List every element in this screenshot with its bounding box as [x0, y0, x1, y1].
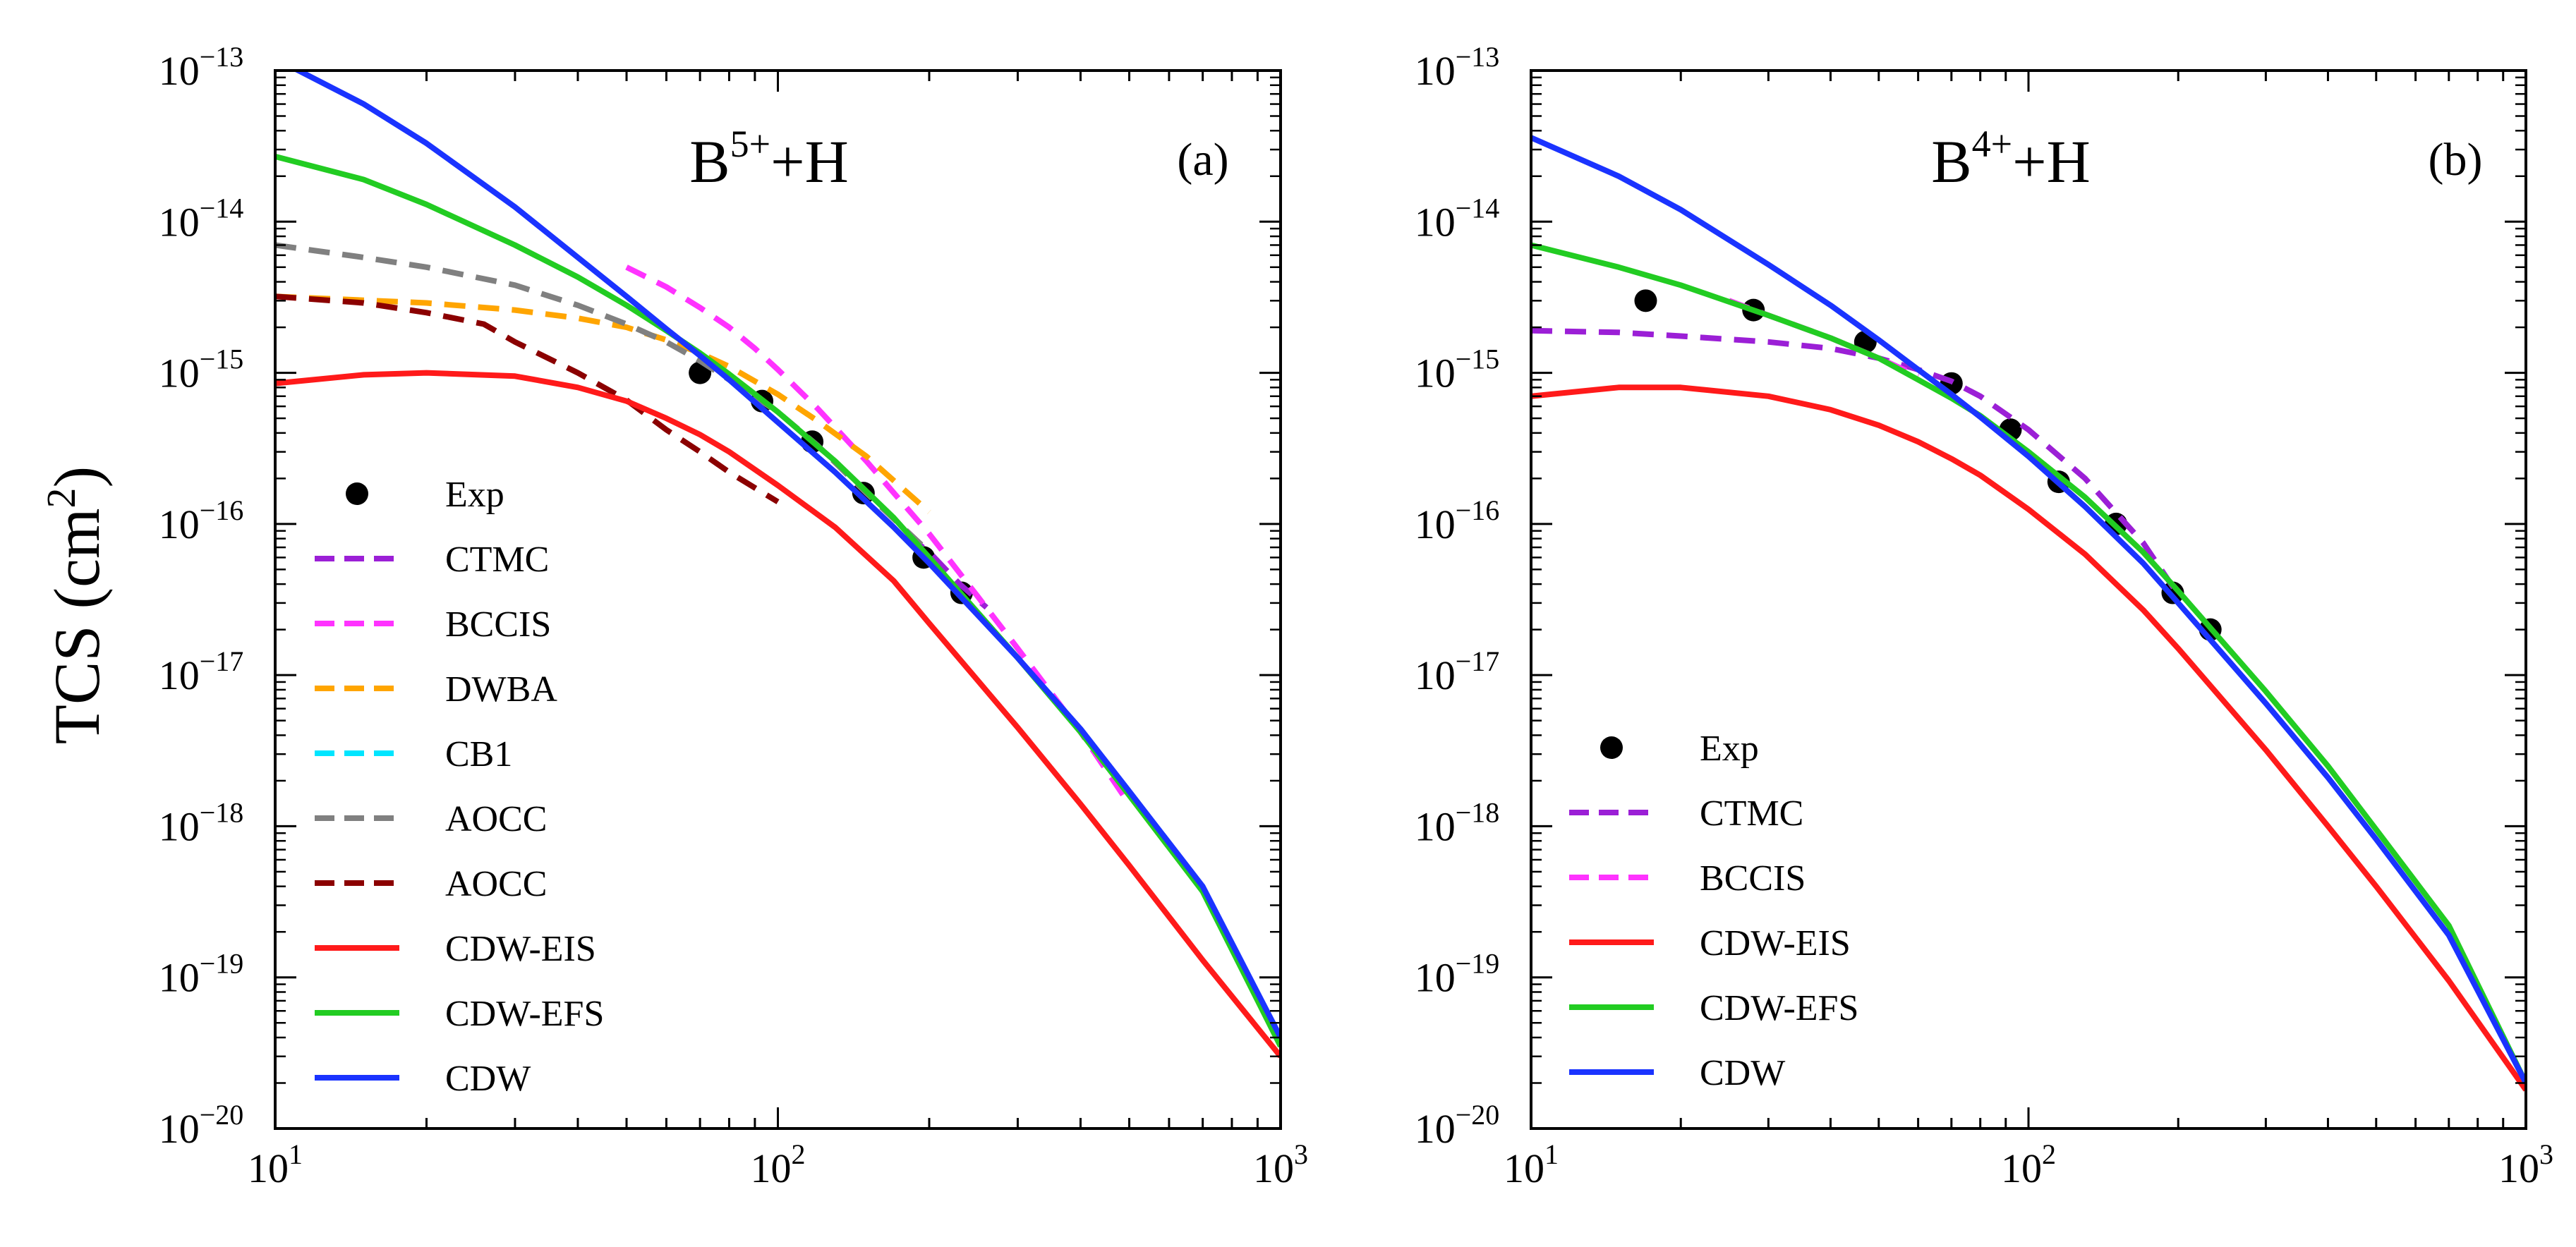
- panel-b-tag: (b): [2429, 134, 2483, 185]
- panel-a-ytick-label-7: 10−20: [159, 1099, 244, 1152]
- panel-a-legend-cb1-4: CB1: [315, 734, 512, 774]
- panel-b-legend-cdw-efs-4: CDW-EFS: [1569, 988, 1858, 1028]
- panel-a-legend-cdw-9: CDW: [315, 1059, 531, 1099]
- panel-b-title: B4++H: [1931, 123, 2090, 195]
- panel-a-legend-bccis-2-label: BCCIS: [445, 604, 551, 645]
- panel-b-legend-cdw-5-label: CDW: [1700, 1053, 1785, 1093]
- panel-a-legend-exp-0-marker: [346, 482, 368, 505]
- panel-b-legend-exp-0-label: Exp: [1700, 729, 1759, 769]
- panel-b-legend-bccis-2-label: BCCIS: [1700, 858, 1806, 899]
- panel-b-legend-cdw-eis-3: CDW-EIS: [1569, 923, 1851, 963]
- panel-a-series-bccis-2-line: [625, 264, 1132, 806]
- panel-a-legend-aocc-5-label: AOCC: [445, 799, 547, 839]
- panel-a-series-cdw-9-line: [292, 71, 1281, 1039]
- panel-a-ytick-label-5: 10−18: [159, 796, 244, 849]
- panel-a-xtick-label-1: 102: [751, 1138, 806, 1191]
- panel-b: 101 102 103 10−13 10−14 10−15 10−16 10−17 10−18 1…: [1415, 41, 2553, 1191]
- panel-a-legend-aocc-6-label: AOCC: [445, 864, 547, 904]
- panel-b-ytick-label-0: 10−13: [1415, 41, 1500, 94]
- panel-b-legend-exp-0-marker: [1600, 736, 1623, 759]
- panel-a-legend-dwba-3-label: DWBA: [445, 669, 557, 710]
- panel-a-legend-bccis-2: BCCIS: [315, 604, 551, 645]
- panel-b-ytick-label-1: 10−14: [1415, 192, 1500, 245]
- panel-b-ytick-label-7: 10−20: [1415, 1099, 1500, 1152]
- panel-b-ytick-label-4: 10−17: [1415, 645, 1500, 698]
- panel-a: 101 102 103 10−13 10−14 10−15 10−16 10−17 10−18 1…: [159, 41, 1308, 1191]
- panel-a-legend-cdw-eis-7: CDW-EIS: [315, 929, 596, 969]
- panel-b-legend-exp-0: Exp: [1600, 729, 1759, 769]
- panel-a-ytick-label-1: 10−14: [159, 192, 244, 245]
- panel-b-legend-cdw-eis-3-label: CDW-EIS: [1700, 923, 1851, 963]
- panel-a-legend-aocc-5: AOCC: [315, 799, 547, 839]
- panel-a-ytick-label-4: 10−17: [159, 645, 244, 698]
- panel-a-legend-cdw-eis-7-label: CDW-EIS: [445, 929, 596, 969]
- panel-b-legend: Exp CTMC BCCIS CDW-EIS CDW-EFS CDW: [1569, 729, 1858, 1093]
- panel-b-ytick-label-6: 10−19: [1415, 948, 1500, 1001]
- panel-a-xtick-label-2: 103: [1253, 1138, 1308, 1191]
- y-axis-label: TCS (cm2): [38, 466, 113, 744]
- panel-b-legend-cdw-efs-4-label: CDW-EFS: [1700, 988, 1858, 1028]
- panel-a-legend-cdw-efs-8: CDW-EFS: [315, 994, 604, 1034]
- panel-a-ytick-label-3: 10−16: [159, 494, 244, 547]
- panel-b-series-cdw-5-line: [1531, 135, 2526, 1085]
- panel-b-ytick-label-5: 10−18: [1415, 796, 1500, 849]
- panel-a-legend-cdw-9-label: CDW: [445, 1059, 531, 1099]
- panel-b-legend-bccis-2: BCCIS: [1569, 858, 1806, 899]
- panel-b-xtick-label-2: 103: [2498, 1138, 2553, 1191]
- panel-a-legend: Exp CTMC BCCIS DWBA CB1 AOCC AOCC CDW-EIS CDW-EF…: [315, 475, 604, 1099]
- panel-a-legend-ctmc-1-label: CTMC: [445, 540, 549, 580]
- panel-b-series-cdw-eis-3-line: [1531, 384, 2526, 1092]
- panel-b-legend-ctmc-1-label: CTMC: [1700, 793, 1803, 834]
- panel-a-ytick-label-2: 10−15: [159, 343, 244, 396]
- panel-a-series-dwba-3-line: [275, 293, 931, 514]
- panel-a-title: B5++H: [689, 123, 848, 195]
- panel-b-xtick-label-1: 102: [2001, 1138, 2056, 1191]
- panel-a-series-cdw-eis-7-line: [275, 370, 1281, 1059]
- panel-a-legend-exp-0-label: Exp: [445, 475, 504, 515]
- panel-a-tag: (a): [1177, 134, 1228, 185]
- panel-a-ytick-label-0: 10−13: [159, 41, 244, 94]
- panel-a-series-aocc-6-line: [275, 293, 780, 504]
- panel-a-legend-cb1-4-label: CB1: [445, 734, 512, 774]
- panel-a-axis-ticks: 101 102 103 10−13 10−14 10−15 10−16 10−17 10−18 1…: [159, 41, 1308, 1191]
- panel-a-xtick-label-0: 101: [248, 1138, 303, 1191]
- panel-a-legend-aocc-6: AOCC: [315, 864, 547, 904]
- panel-b-series-layer: [1531, 135, 2526, 1092]
- panel-a-legend-exp-0: Exp: [346, 475, 504, 515]
- panel-a-ytick-label-6: 10−19: [159, 948, 244, 1001]
- panel-a-legend-dwba-3: DWBA: [315, 669, 557, 710]
- panel-a-legend-ctmc-1: CTMC: [315, 540, 549, 580]
- panel-a-series-layer: [275, 71, 1281, 1059]
- panel-b-legend-ctmc-1: CTMC: [1569, 793, 1803, 834]
- panel-b-axis-ticks: 101 102 103 10−13 10−14 10−15 10−16 10−17 10−18 1…: [1415, 41, 2553, 1191]
- panel-b-series-exp-0-point-0: [1634, 289, 1657, 312]
- panel-b-ytick-label-3: 10−16: [1415, 494, 1500, 547]
- panel-b-ytick-label-2: 10−15: [1415, 343, 1500, 396]
- panel-b-legend-cdw-5: CDW: [1569, 1053, 1785, 1093]
- panel-b-xtick-label-0: 101: [1504, 1138, 1559, 1191]
- panel-a-legend-cdw-efs-8-label: CDW-EFS: [445, 994, 604, 1034]
